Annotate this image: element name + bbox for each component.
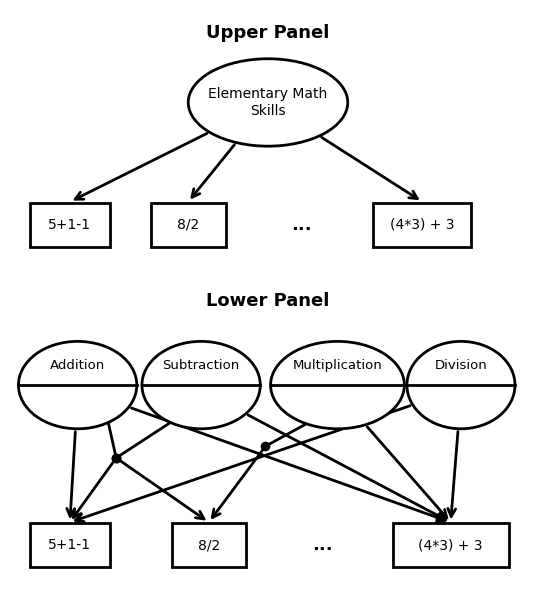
Text: Lower Panel: Lower Panel: [206, 291, 330, 310]
Text: ...: ...: [312, 537, 332, 554]
Text: (4*3) + 3: (4*3) + 3: [419, 538, 483, 552]
FancyBboxPatch shape: [393, 523, 509, 567]
Ellipse shape: [188, 59, 348, 146]
Text: Upper Panel: Upper Panel: [206, 24, 330, 41]
Ellipse shape: [407, 341, 515, 429]
FancyBboxPatch shape: [30, 523, 110, 567]
Text: 5+1-1: 5+1-1: [48, 218, 92, 232]
FancyBboxPatch shape: [151, 203, 226, 246]
Ellipse shape: [18, 341, 137, 429]
Text: Addition: Addition: [50, 359, 105, 372]
Text: Multiplication: Multiplication: [293, 359, 382, 372]
Text: 8/2: 8/2: [198, 538, 220, 552]
FancyBboxPatch shape: [374, 203, 471, 246]
Ellipse shape: [271, 341, 404, 429]
FancyBboxPatch shape: [30, 203, 110, 246]
Text: 8/2: 8/2: [177, 218, 199, 232]
Text: Subtraction: Subtraction: [162, 359, 240, 372]
Text: Division: Division: [435, 359, 487, 372]
Text: ...: ...: [291, 216, 312, 234]
Ellipse shape: [142, 341, 260, 429]
Text: (4*3) + 3: (4*3) + 3: [390, 218, 455, 232]
Text: 5+1-1: 5+1-1: [48, 538, 92, 552]
FancyBboxPatch shape: [172, 523, 246, 567]
Text: Elementary Math
Skills: Elementary Math Skills: [209, 87, 327, 118]
